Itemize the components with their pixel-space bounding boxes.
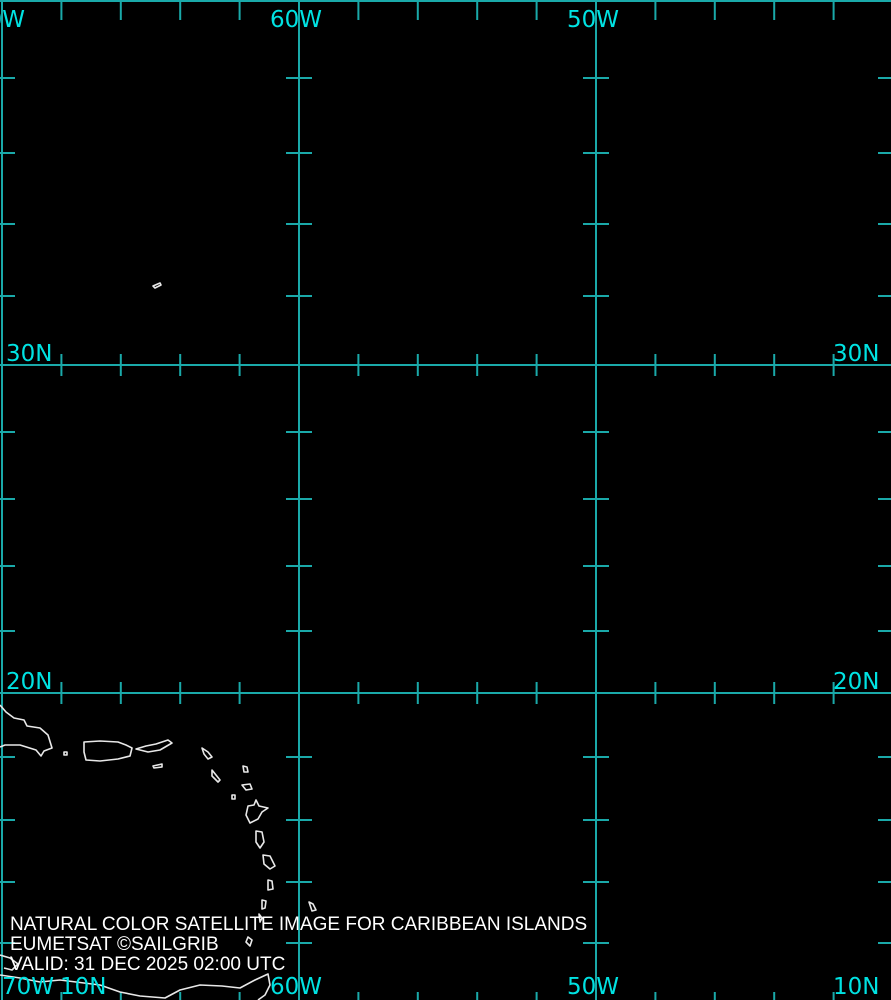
lat-label-right-20n: 20N	[833, 669, 880, 695]
lon-label-bottom-50w: 50W	[567, 974, 620, 1000]
coastline-antigua	[242, 765, 249, 773]
lon-label-top-50w: 50W	[567, 7, 620, 33]
coastline-martinique	[262, 854, 276, 870]
coastline-dominica	[255, 830, 265, 849]
coastline-st-vincent	[261, 899, 267, 910]
coastline-virgin-islands	[135, 739, 173, 753]
coastline-anguilla-stmartin	[201, 747, 213, 760]
lat-label-right-30n: 30N	[833, 341, 880, 367]
coastline-hispaniola	[0, 704, 53, 757]
caption-valid-time: VALID: 31 DEC 2025 02:00 UTC	[10, 954, 286, 975]
coastline-montserrat	[231, 794, 236, 800]
coastline-bermuda	[152, 282, 162, 289]
coastlines	[0, 282, 317, 1000]
coastline-mona	[63, 751, 68, 756]
lon-label-top-70w: 70W	[0, 7, 26, 33]
coastline-puerto-rico	[83, 740, 133, 762]
lat-label-left-30n: 30N	[6, 341, 53, 367]
lon-label-bottom-60w: 60W	[270, 974, 323, 1000]
caption-credit: EUMETSAT ©SAILGRIB	[10, 934, 219, 955]
coastline-guadeloupe	[245, 799, 269, 824]
lat-label-right-10n: 10N	[833, 974, 880, 1000]
coastline-stkitts	[211, 769, 221, 783]
lon-label-top-60w: 60W	[270, 7, 323, 33]
coastline-st-croix	[152, 763, 163, 769]
lat-label-left-20n: 20N	[6, 669, 53, 695]
caption-title: NATURAL COLOR SATELLITE IMAGE FOR CARIBB…	[10, 914, 588, 935]
coastline-st-lucia	[267, 879, 274, 891]
coastline-barbados	[308, 901, 317, 912]
coastline-south-america	[0, 954, 271, 1000]
coastline-grenadines	[245, 913, 263, 947]
coastline-barbuda	[241, 783, 253, 791]
lon-label-bottom-70w: 70W	[2, 974, 55, 1000]
lat-label-left-10n: 10N	[60, 974, 107, 1000]
